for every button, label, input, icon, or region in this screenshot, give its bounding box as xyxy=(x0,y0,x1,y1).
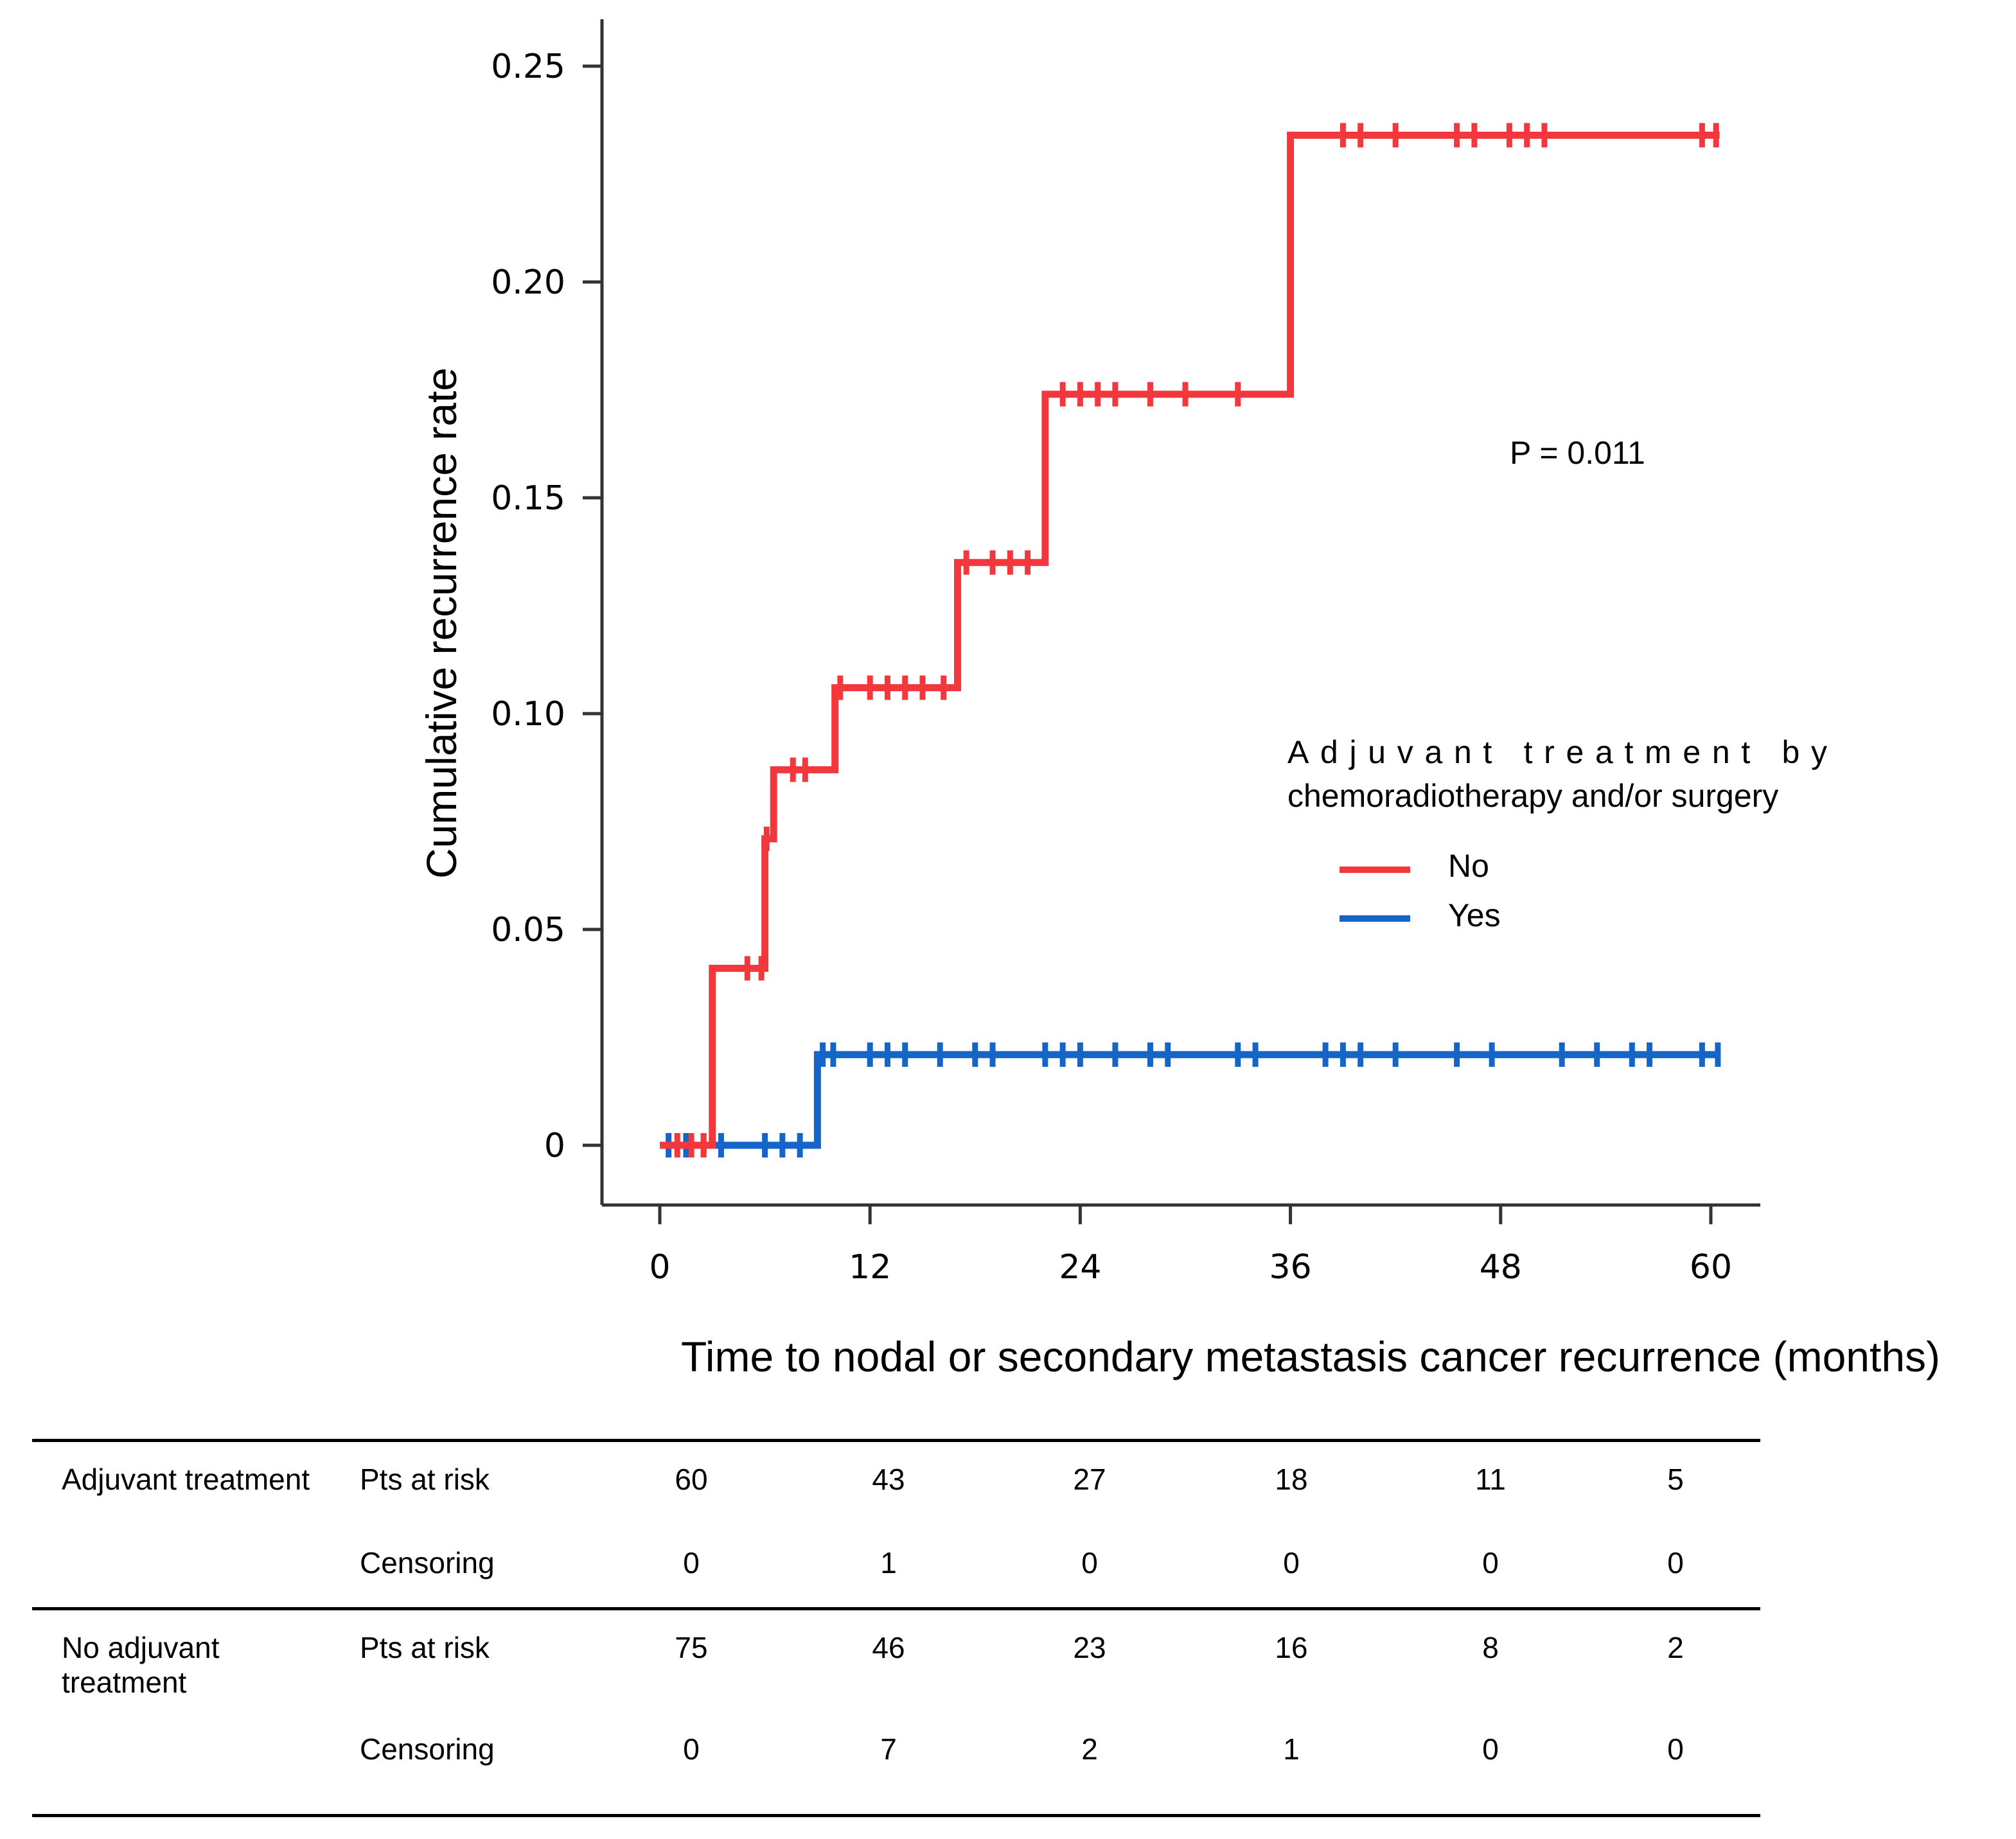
risk-value: 5 xyxy=(1667,1463,1684,1496)
risk-value: 75 xyxy=(675,1631,708,1664)
legend-label-yes: Yes xyxy=(1448,897,1501,933)
censor-value: 0 xyxy=(1667,1732,1684,1766)
x-tick-label: 12 xyxy=(849,1248,891,1287)
km-line-no xyxy=(660,132,1720,1149)
censor-value: 7 xyxy=(880,1732,897,1766)
risk-value: 60 xyxy=(675,1463,708,1496)
table-rule-bottom xyxy=(32,1814,1760,1817)
group-label-no-adjuvant: No adjuvant treatment xyxy=(62,1631,220,1699)
risk-value: 2 xyxy=(1667,1631,1684,1664)
x-tick-label: 36 xyxy=(1269,1248,1312,1287)
risk-value: 8 xyxy=(1482,1631,1499,1664)
x-tick-label: 24 xyxy=(1059,1248,1101,1287)
legend-title-line2: chemoradiotherapy and/or surgery xyxy=(1287,778,1778,814)
table-rule-top xyxy=(32,1439,1760,1442)
x-tick-label: 0 xyxy=(649,1248,670,1287)
legend-label-no: No xyxy=(1448,848,1489,884)
censor-value: 0 xyxy=(1667,1546,1684,1579)
x-tick-label: 48 xyxy=(1480,1248,1522,1287)
row-label: Pts at risk xyxy=(360,1463,490,1496)
p-value-annotation: P = 0.011 xyxy=(1510,435,1645,471)
axes: 0 0.05 0.10 0.15 0.20 0.25 0 12 24 36 48 60 xyxy=(491,19,1760,1287)
y-tick-label: 0.05 xyxy=(491,911,565,949)
y-tick-label: 0.20 xyxy=(491,263,565,302)
risk-value: 18 xyxy=(1275,1463,1308,1496)
y-tick-label: 0.15 xyxy=(491,479,565,518)
table-rule-middle xyxy=(32,1607,1760,1610)
km-chart: 0 0.05 0.10 0.15 0.20 0.25 0 12 24 36 48 60 P = 0.0… xyxy=(418,19,1940,1380)
censor-value: 0 xyxy=(1482,1732,1499,1766)
y-axis-title: Cumulative recurrence rate xyxy=(418,367,465,879)
legend: Adjuvant treatment by chemoradiotherapy … xyxy=(1287,734,1827,933)
risk-value: 46 xyxy=(872,1631,905,1664)
km-line-yes xyxy=(660,1051,1720,1149)
group-label-adjuvant: Adjuvant treatment xyxy=(62,1463,310,1496)
y-tick-label: 0.10 xyxy=(491,695,565,734)
censor-value: 0 xyxy=(1081,1546,1098,1579)
risk-value: 43 xyxy=(872,1463,905,1496)
censor-value: 0 xyxy=(683,1546,700,1579)
censor-value: 0 xyxy=(683,1732,700,1766)
censor-value: 1 xyxy=(1283,1732,1300,1766)
censor-value: 0 xyxy=(1283,1546,1300,1579)
risk-value: 16 xyxy=(1275,1631,1308,1664)
y-tick-label: 0.25 xyxy=(491,48,565,86)
row-label: Censoring xyxy=(360,1732,495,1766)
censor-value: 2 xyxy=(1081,1732,1098,1766)
row-label: Pts at risk xyxy=(360,1631,490,1664)
y-tick-label: 0 xyxy=(544,1127,565,1165)
risk-value: 27 xyxy=(1073,1463,1106,1496)
x-axis-title: Time to nodal or secondary metastasis ca… xyxy=(681,1333,1940,1380)
series-layer xyxy=(660,123,1721,1157)
legend-title-line1: Adjuvant treatment by xyxy=(1287,734,1827,770)
risk-value: 11 xyxy=(1475,1463,1506,1496)
censor-value: 1 xyxy=(880,1546,897,1579)
x-tick-label: 60 xyxy=(1690,1248,1732,1287)
censor-value: 0 xyxy=(1482,1546,1499,1579)
risk-value: 23 xyxy=(1073,1631,1106,1664)
row-label: Censoring xyxy=(360,1546,495,1579)
